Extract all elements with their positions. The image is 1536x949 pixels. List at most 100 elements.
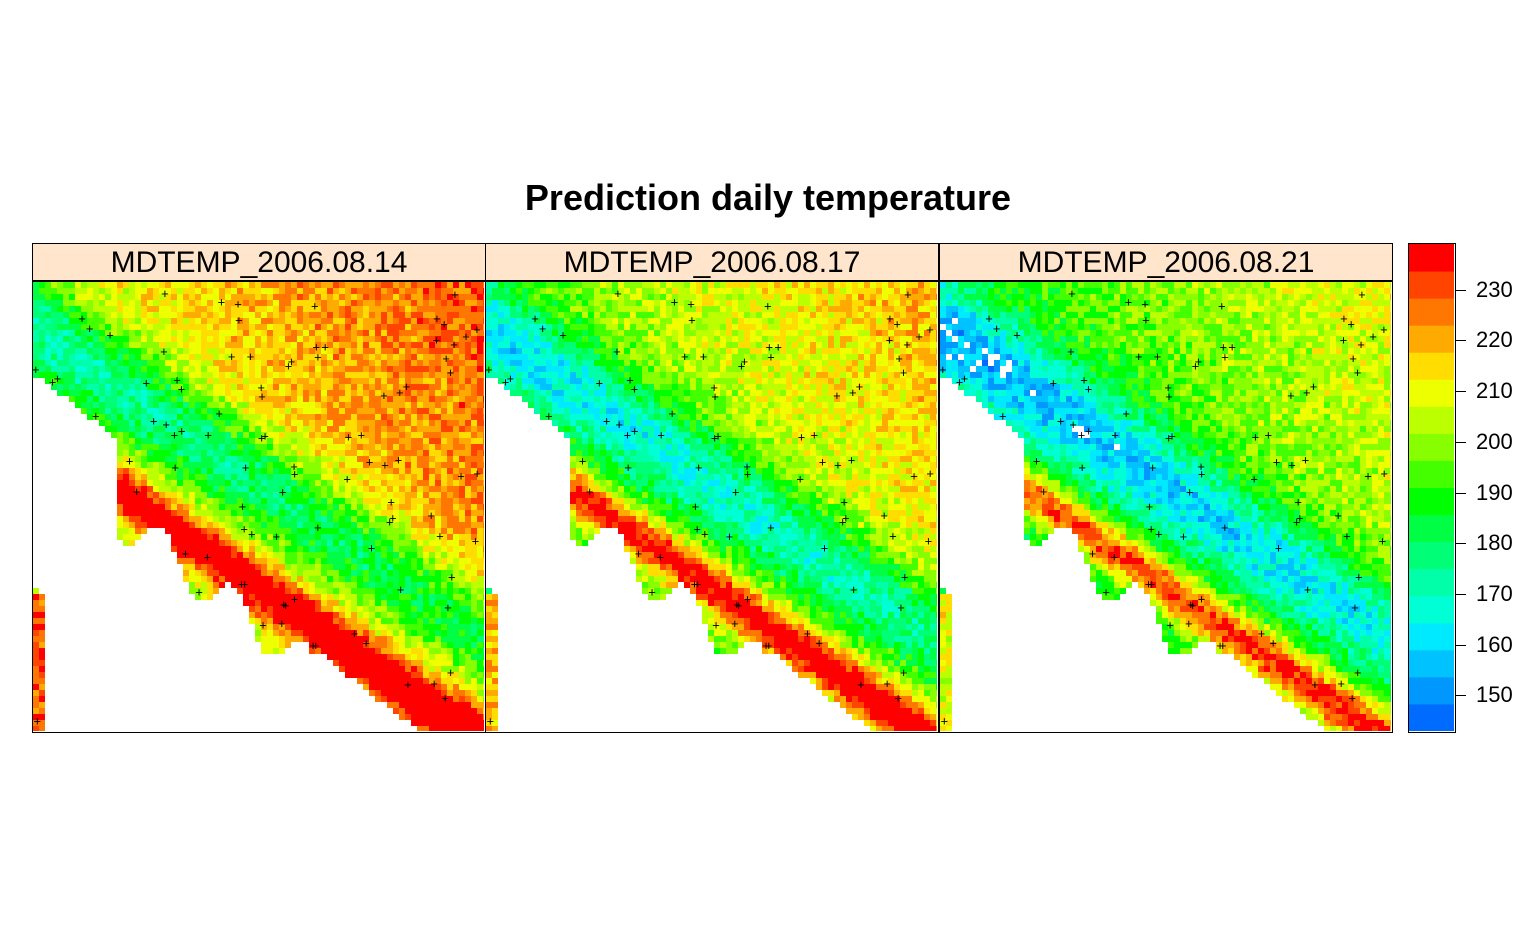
station-marker: + [1146, 499, 1154, 514]
station-marker: + [1155, 527, 1163, 542]
station-marker: + [290, 459, 298, 474]
station-marker: + [1147, 522, 1155, 537]
chart-title: Prediction daily temperature [524, 177, 1012, 218]
station-marker: + [387, 494, 395, 509]
station-marker: + [1219, 340, 1227, 355]
station-marker: + [764, 298, 772, 313]
station-marker: + [631, 381, 639, 396]
station-marker: + [767, 520, 775, 535]
station-marker: + [291, 591, 299, 606]
station-marker: + [248, 527, 256, 542]
station-marker: + [883, 676, 891, 691]
station-marker: + [735, 598, 743, 613]
station-marker: + [731, 616, 739, 631]
station-marker: + [238, 577, 246, 592]
station-marker: + [1142, 313, 1150, 328]
station-marker: + [1357, 337, 1365, 352]
station-marker: + [1145, 577, 1153, 592]
station-marker: + [1304, 582, 1312, 597]
station-marker: + [886, 333, 894, 348]
station-marker: + [1355, 569, 1363, 584]
station-marker: + [312, 340, 320, 355]
station-marker: + [314, 520, 322, 535]
legend-tick-label: 180 [1476, 530, 1513, 556]
legend-swatch [1409, 460, 1454, 488]
station-marker: + [693, 522, 701, 537]
station-marker: + [1164, 380, 1172, 395]
station-marker: + [309, 638, 317, 653]
legend-tick [1456, 441, 1466, 443]
station-marker: + [889, 529, 897, 544]
station-marker: + [741, 354, 749, 369]
station-marker: + [624, 460, 632, 475]
station-marker: + [285, 359, 293, 374]
station-marker: + [1166, 617, 1174, 632]
station-marker: + [796, 472, 804, 487]
station-marker: + [1273, 454, 1281, 469]
station-marker: + [447, 665, 455, 680]
legend-tick [1456, 543, 1466, 545]
station-marker: + [457, 468, 465, 483]
station-marker: + [1078, 460, 1086, 475]
station-marker: + [1102, 584, 1110, 599]
station-marker: + [603, 413, 611, 428]
temperature-raster-2: ++++++++++++++++++++++++++++++++++++++++… [486, 282, 937, 731]
station-marker: + [312, 638, 320, 653]
station-marker: + [1197, 459, 1205, 474]
station-marker: + [257, 380, 265, 395]
station-marker: + [1340, 333, 1348, 348]
station-marker: + [1310, 379, 1318, 394]
legend-tick-label: 210 [1476, 378, 1513, 404]
station-marker: + [34, 713, 42, 728]
station-marker: + [738, 359, 746, 374]
station-marker: + [1294, 494, 1302, 509]
station-marker: + [204, 549, 212, 564]
station-marker: + [280, 597, 288, 612]
legend-swatch [1409, 703, 1454, 731]
station-marker: + [395, 452, 403, 467]
station-marker: + [765, 638, 773, 653]
station-marker: + [834, 457, 842, 472]
station-marker: + [173, 372, 181, 387]
station-marker: + [842, 511, 850, 526]
station-marker: + [1293, 514, 1301, 529]
station-marker: + [235, 313, 243, 328]
station-marker: + [234, 296, 242, 311]
station-marker: + [711, 431, 719, 446]
station-marker: + [1186, 485, 1194, 500]
station-marker: + [1311, 677, 1319, 692]
station-marker: + [1185, 616, 1193, 631]
station-marker: + [1165, 431, 1173, 446]
station-marker: + [1302, 452, 1310, 467]
station-marker: + [1085, 424, 1093, 439]
station-marker: + [362, 635, 370, 650]
color-legend-bar [1408, 243, 1456, 733]
legend-tick-label: 230 [1476, 276, 1513, 302]
station-marker: + [1228, 339, 1236, 354]
station-marker: + [631, 424, 639, 439]
station-marker: + [926, 466, 934, 481]
legend-tick-label: 160 [1476, 631, 1513, 657]
station-marker: + [1165, 389, 1173, 404]
station-marker: + [143, 376, 151, 391]
temperature-raster-3: ++++++++++++++++++++++++++++++++++++++++… [940, 282, 1391, 731]
station-marker: + [1343, 529, 1351, 544]
temperature-raster-1: + + + + + + + + + + + + + + + + + + + + + + + + + + + + + + + + + + + + + + + +… [33, 282, 484, 731]
station-marker: + [86, 321, 94, 336]
station-marker: + [657, 549, 665, 564]
legend-swatch [1409, 433, 1454, 461]
station-marker: + [833, 388, 841, 403]
legend-swatch [1409, 379, 1454, 407]
station-marker: + [1221, 350, 1229, 365]
station-marker: + [810, 427, 818, 442]
station-marker: + [404, 677, 412, 692]
station-marker: + [357, 427, 365, 442]
station-marker: + [1354, 365, 1362, 380]
station-marker: + [880, 508, 888, 523]
station-marker: + [901, 569, 909, 584]
station-marker: + [1111, 549, 1119, 564]
station-marker: + [239, 499, 247, 514]
station-marker: + [925, 533, 933, 548]
station-marker: + [1354, 665, 1362, 680]
station-marker: + [624, 427, 632, 442]
